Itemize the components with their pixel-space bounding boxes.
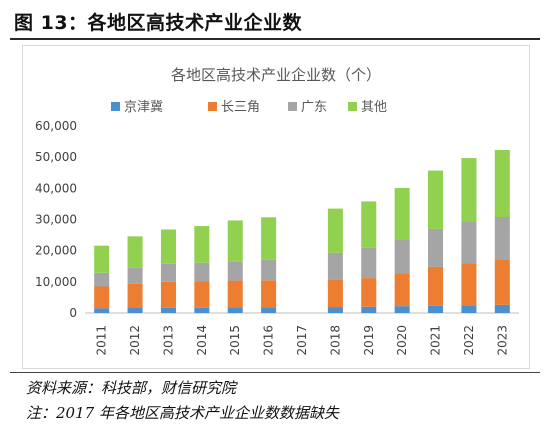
y-tick-label: 30,000 bbox=[35, 213, 77, 227]
x-axis: 2011 2012 2013 2014 2015 2016 2017 2018 2019 2020… bbox=[85, 312, 519, 356]
bar-segment-2015-2 bbox=[227, 280, 243, 308]
legend-swatch-1 bbox=[111, 102, 120, 111]
bar-segment-2020-3 bbox=[394, 239, 410, 274]
bar-segment-2016-3 bbox=[261, 259, 277, 281]
x-tick-label: 2016 bbox=[262, 325, 276, 356]
y-axis: 0 10,000 20,000 30,000 40,000 50,000 60,000 bbox=[35, 119, 77, 320]
bar-segment-2014-2 bbox=[194, 281, 210, 308]
bar-segment-2019-3 bbox=[361, 247, 377, 279]
x-tick-label: 2011 bbox=[95, 325, 109, 356]
bar-segment-2019-2 bbox=[361, 278, 377, 307]
legend-label-3: 广东 bbox=[301, 100, 327, 115]
bar-segment-2011-3 bbox=[94, 272, 110, 287]
bar-segment-2019-1 bbox=[361, 306, 377, 313]
bar-segment-2023-4 bbox=[494, 149, 510, 218]
x-tick-label: 2017 bbox=[295, 325, 309, 356]
bar-segment-2011-2 bbox=[94, 286, 110, 309]
bar-segment-2012-1 bbox=[127, 308, 143, 313]
figure-title: 图 13：各地区高技术产业企业数 bbox=[14, 12, 303, 34]
chart-legend: 京津冀 长三角 广东 其他 bbox=[111, 99, 387, 115]
bar-segment-2016-2 bbox=[261, 280, 277, 308]
bar-segment-2021-3 bbox=[428, 228, 444, 267]
x-tick-label: 2020 bbox=[395, 325, 409, 356]
bar-segment-2022-2 bbox=[461, 263, 477, 306]
legend-label-1: 京津冀 bbox=[124, 99, 163, 115]
bar-segment-2012-3 bbox=[127, 267, 143, 284]
header-rule bbox=[10, 38, 540, 40]
x-tick-label: 2012 bbox=[128, 325, 142, 356]
bar-segment-2011-4 bbox=[94, 245, 110, 273]
x-tick-label: 2019 bbox=[362, 325, 376, 356]
bar-segment-2015-1 bbox=[227, 307, 243, 313]
x-tick-label: 2023 bbox=[495, 325, 509, 356]
y-tick-label: 50,000 bbox=[35, 150, 77, 164]
bar-segment-2013-4 bbox=[160, 229, 176, 264]
bar-segment-2018-4 bbox=[327, 208, 343, 253]
y-tick-label: 10,000 bbox=[35, 275, 77, 289]
footer-rule bbox=[10, 372, 540, 373]
data-missing-note: 注：2017 年各地区高技术产业企业数数据缺失 bbox=[26, 404, 339, 422]
bar-segment-2021-4 bbox=[428, 170, 444, 229]
bar-segment-2012-2 bbox=[127, 283, 143, 309]
stacked-bar-chart: 各地区高技术产业企业数（个） 京津冀 长三角 广东 其他 0 10,000 20,000 3… bbox=[35, 66, 519, 356]
x-tick-label: 2022 bbox=[462, 325, 476, 356]
legend-label-2: 长三角 bbox=[221, 100, 260, 115]
bar-segment-2018-2 bbox=[327, 279, 343, 308]
bar-segment-2018-3 bbox=[327, 252, 343, 280]
bar-segment-2013-3 bbox=[160, 263, 176, 282]
bar-segment-2022-4 bbox=[461, 158, 477, 222]
bar-segment-2015-4 bbox=[227, 220, 243, 262]
y-tick-label: 0 bbox=[69, 306, 77, 320]
bar-segment-2016-1 bbox=[261, 307, 277, 313]
bar-segment-2016-4 bbox=[261, 217, 277, 260]
bar-segment-2011-1 bbox=[94, 308, 110, 313]
bar-segment-2013-1 bbox=[160, 307, 176, 313]
legend-swatch-2 bbox=[208, 102, 217, 111]
x-tick-label: 2015 bbox=[228, 325, 242, 356]
bar-segment-2014-1 bbox=[194, 307, 210, 313]
bar-segment-2013-2 bbox=[160, 281, 176, 308]
x-tick-label: 2013 bbox=[161, 325, 175, 356]
bar-segment-2020-4 bbox=[394, 188, 410, 240]
y-tick-label: 20,000 bbox=[35, 244, 77, 258]
bar-segment-2014-3 bbox=[194, 262, 210, 282]
bar-segment-2012-4 bbox=[127, 236, 143, 268]
bar-segment-2023-2 bbox=[494, 260, 510, 305]
bar-segment-2019-4 bbox=[361, 201, 377, 248]
bar-segment-2020-1 bbox=[394, 306, 410, 313]
y-tick-label: 40,000 bbox=[35, 181, 77, 195]
legend-swatch-3 bbox=[288, 102, 297, 111]
figure-header: 图 13：各地区高技术产业企业数 bbox=[14, 6, 536, 36]
bar-segment-2020-2 bbox=[394, 273, 410, 307]
chart-title: 各地区高技术产业企业数（个） bbox=[171, 66, 381, 84]
legend-label-4: 其他 bbox=[361, 100, 387, 115]
bar-segment-2022-3 bbox=[461, 221, 477, 264]
bar-segment-2021-2 bbox=[428, 266, 444, 306]
bars bbox=[94, 149, 510, 313]
bar-segment-2021-1 bbox=[428, 305, 444, 313]
legend-swatch-4 bbox=[348, 102, 357, 111]
chart-frame: 各地区高技术产业企业数（个） 京津冀 长三角 广东 其他 0 10,000 20,000 3… bbox=[22, 45, 530, 369]
bar-segment-2014-4 bbox=[194, 226, 210, 263]
bar-segment-2015-3 bbox=[227, 261, 243, 281]
y-tick-label: 60,000 bbox=[35, 119, 77, 133]
bar-segment-2023-3 bbox=[494, 217, 510, 261]
bar-segment-2018-1 bbox=[327, 307, 343, 313]
x-tick-label: 2018 bbox=[328, 325, 342, 356]
x-tick-label: 2014 bbox=[195, 325, 209, 356]
bar-segment-2023-1 bbox=[494, 304, 510, 313]
x-tick-label: 2021 bbox=[429, 325, 443, 356]
bar-segment-2022-1 bbox=[461, 305, 477, 313]
source-note: 资料来源：科技部，财信研究院 bbox=[26, 379, 237, 397]
